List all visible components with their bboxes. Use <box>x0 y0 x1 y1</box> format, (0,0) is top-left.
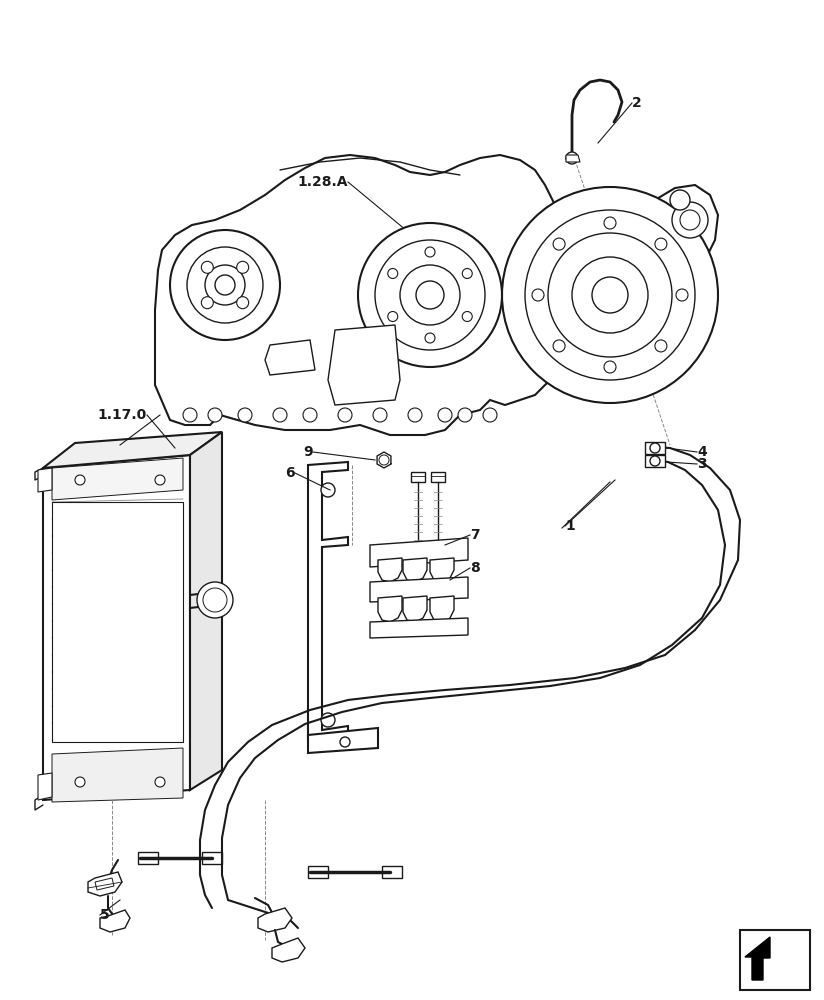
Circle shape <box>566 152 578 164</box>
Circle shape <box>201 261 213 273</box>
Circle shape <box>273 408 287 422</box>
Circle shape <box>604 217 616 229</box>
Text: 4: 4 <box>697 445 707 459</box>
Polygon shape <box>190 432 222 790</box>
Text: 1.28.A: 1.28.A <box>297 175 348 189</box>
Polygon shape <box>403 596 427 622</box>
Circle shape <box>425 247 435 257</box>
Circle shape <box>170 230 280 340</box>
Circle shape <box>75 777 85 787</box>
Circle shape <box>321 713 335 727</box>
Polygon shape <box>202 852 222 864</box>
Polygon shape <box>378 558 402 582</box>
Circle shape <box>388 268 398 278</box>
Circle shape <box>155 475 165 485</box>
Text: 5: 5 <box>100 908 110 922</box>
Polygon shape <box>43 455 190 800</box>
Polygon shape <box>88 872 122 896</box>
Circle shape <box>655 238 667 250</box>
Text: 7: 7 <box>470 528 480 542</box>
Polygon shape <box>645 455 665 467</box>
Text: 9: 9 <box>303 445 313 459</box>
Bar <box>740 930 810 990</box>
Polygon shape <box>308 866 328 878</box>
Polygon shape <box>43 432 222 468</box>
Circle shape <box>425 333 435 343</box>
Circle shape <box>340 737 350 747</box>
Polygon shape <box>265 340 315 375</box>
Circle shape <box>604 361 616 373</box>
Text: 6: 6 <box>285 466 295 480</box>
Polygon shape <box>370 577 468 602</box>
Text: 3: 3 <box>697 457 707 471</box>
Polygon shape <box>38 773 52 800</box>
Polygon shape <box>566 155 580 162</box>
Polygon shape <box>52 458 183 500</box>
Polygon shape <box>382 866 402 878</box>
Circle shape <box>388 312 398 322</box>
Circle shape <box>650 443 660 453</box>
Polygon shape <box>138 852 158 864</box>
Text: 1.17.0: 1.17.0 <box>98 408 147 422</box>
Polygon shape <box>430 558 454 582</box>
Polygon shape <box>403 558 427 582</box>
Polygon shape <box>645 442 665 454</box>
Circle shape <box>155 777 165 787</box>
Polygon shape <box>100 910 130 932</box>
Circle shape <box>338 408 352 422</box>
Polygon shape <box>328 325 400 405</box>
Polygon shape <box>258 908 292 932</box>
Circle shape <box>183 408 197 422</box>
Circle shape <box>483 408 497 422</box>
Circle shape <box>201 297 213 309</box>
Circle shape <box>400 265 460 325</box>
Polygon shape <box>378 596 402 622</box>
Circle shape <box>438 408 452 422</box>
Circle shape <box>238 408 252 422</box>
Circle shape <box>462 268 472 278</box>
Text: 8: 8 <box>470 561 480 575</box>
Circle shape <box>592 277 628 313</box>
Polygon shape <box>272 938 305 962</box>
Polygon shape <box>411 472 425 482</box>
Circle shape <box>197 582 233 618</box>
Circle shape <box>650 456 660 466</box>
Circle shape <box>553 340 565 352</box>
Circle shape <box>205 265 245 305</box>
Polygon shape <box>155 155 718 435</box>
Circle shape <box>321 483 335 497</box>
Circle shape <box>358 223 502 367</box>
Circle shape <box>75 475 85 485</box>
Circle shape <box>676 289 688 301</box>
Circle shape <box>379 455 389 465</box>
Circle shape <box>236 297 249 309</box>
Circle shape <box>670 190 690 210</box>
Circle shape <box>208 408 222 422</box>
Polygon shape <box>745 937 770 980</box>
Circle shape <box>655 340 667 352</box>
Circle shape <box>408 408 422 422</box>
Circle shape <box>303 408 317 422</box>
Circle shape <box>236 261 249 273</box>
Bar <box>52 502 183 742</box>
Circle shape <box>532 289 544 301</box>
Polygon shape <box>431 472 445 482</box>
Text: 1: 1 <box>565 519 575 533</box>
Polygon shape <box>430 596 454 622</box>
Polygon shape <box>308 462 348 740</box>
Polygon shape <box>308 728 378 753</box>
Text: 2: 2 <box>632 96 642 110</box>
Circle shape <box>672 202 708 238</box>
Circle shape <box>502 187 718 403</box>
Circle shape <box>553 238 565 250</box>
Polygon shape <box>52 748 183 802</box>
Circle shape <box>373 408 387 422</box>
Circle shape <box>548 233 672 357</box>
Polygon shape <box>370 618 468 638</box>
Polygon shape <box>38 468 52 492</box>
Circle shape <box>462 312 472 322</box>
Polygon shape <box>370 538 468 567</box>
Polygon shape <box>95 878 114 890</box>
Circle shape <box>458 408 472 422</box>
